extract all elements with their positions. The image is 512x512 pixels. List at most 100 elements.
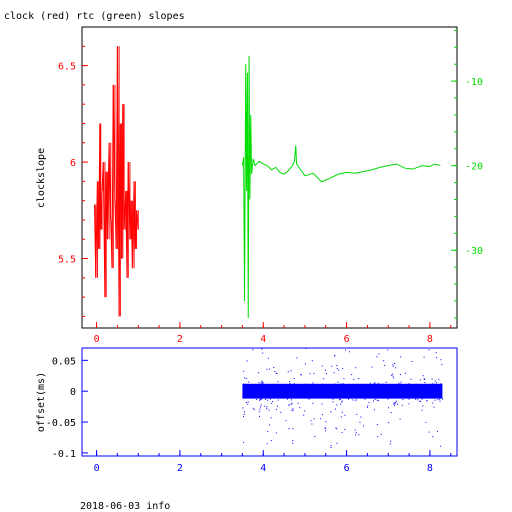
offset-x-tick-label: 6: [344, 463, 350, 474]
offset-point: [276, 405, 278, 407]
offset-point: [274, 370, 276, 372]
slope-y-axis-label: clockslope: [36, 148, 47, 208]
offset-point: [393, 377, 395, 379]
offset-point: [372, 400, 374, 402]
offset-point: [391, 374, 393, 376]
offset-point: [293, 383, 295, 385]
offset-point: [358, 378, 360, 380]
offset-point: [325, 421, 327, 423]
offset-point: [340, 383, 342, 385]
offset-point: [348, 351, 350, 353]
offset-point: [428, 431, 430, 433]
offset-point: [356, 383, 358, 385]
offset-point: [336, 368, 338, 370]
offset-point: [270, 439, 272, 441]
offset-point: [309, 373, 311, 375]
offset-point: [324, 427, 326, 429]
offset-point: [341, 401, 343, 403]
offset-point: [321, 383, 323, 385]
offset-point: [323, 378, 325, 380]
offset-point: [360, 416, 362, 418]
offset-point: [272, 400, 274, 402]
offset-point: [421, 398, 423, 400]
offset-point: [304, 363, 306, 365]
offset-point: [276, 372, 278, 374]
offset-point: [395, 401, 397, 403]
offset-point: [292, 442, 294, 444]
offset-point: [440, 445, 442, 447]
offset-point: [437, 399, 439, 401]
offset-point: [423, 378, 425, 380]
offset-point: [379, 383, 381, 385]
offset-point: [387, 398, 389, 400]
offset-point: [290, 370, 292, 372]
offset-point: [266, 406, 268, 408]
offset-point: [267, 431, 269, 433]
offset-point: [394, 362, 396, 364]
offset-point: [252, 349, 254, 351]
slope-y2-tick-label: -20: [465, 162, 483, 173]
offset-point: [256, 399, 258, 401]
offset-point: [321, 365, 323, 367]
offset-point: [435, 352, 437, 354]
offset-point: [291, 409, 293, 411]
offset-x-tick-label: 8: [427, 463, 433, 474]
offset-point: [369, 382, 371, 384]
offset-point: [288, 381, 290, 383]
offset-point: [242, 415, 244, 417]
offset-point: [399, 383, 401, 385]
offset-point: [399, 374, 401, 376]
slope-y2-tick-label: -30: [465, 246, 483, 257]
offset-point: [325, 373, 327, 375]
slope-y-tick-label: 5.5: [58, 255, 76, 266]
offset-point: [363, 425, 365, 427]
offset-point: [331, 365, 333, 367]
offset-point: [338, 369, 340, 371]
offset-point: [438, 378, 440, 380]
offset-point: [310, 420, 312, 422]
offset-point: [242, 407, 244, 409]
offset-point: [262, 352, 264, 354]
offset-point: [292, 428, 294, 430]
offset-point: [395, 367, 397, 369]
offset-point: [400, 356, 402, 358]
offset-point: [300, 374, 302, 376]
offset-point: [416, 383, 418, 385]
footer-label: 2018-06-03 info: [80, 501, 170, 512]
offset-point: [359, 421, 361, 423]
offset-point: [432, 383, 434, 385]
offset-point: [247, 403, 249, 405]
offset-point: [375, 383, 377, 385]
offset-point: [314, 435, 316, 437]
offset-point: [292, 408, 294, 410]
chart-title: clock (red) rtc (green) slopes: [4, 11, 185, 22]
offset-point: [258, 382, 260, 384]
offset-point: [355, 367, 357, 369]
offset-point: [334, 355, 336, 357]
offset-point: [392, 375, 394, 377]
offset-y-tick-label: -0.1: [52, 449, 76, 460]
offset-point: [246, 401, 248, 403]
offset-point: [312, 402, 314, 404]
offset-point: [374, 382, 376, 384]
offset-point: [304, 383, 306, 385]
offset-point: [398, 382, 400, 384]
offset-point: [353, 379, 355, 381]
offset-point: [394, 403, 396, 405]
offset-point: [439, 398, 441, 400]
offset-point: [259, 415, 261, 417]
offset-point: [337, 381, 339, 383]
offset-point: [260, 382, 262, 384]
offset-point: [322, 414, 324, 416]
offset-point: [336, 404, 338, 406]
offset-point: [422, 375, 424, 377]
offset-point: [376, 424, 378, 426]
offset-point: [335, 427, 337, 429]
offset-point: [415, 398, 417, 400]
offset-point: [297, 402, 299, 404]
offset-point: [330, 445, 332, 447]
offset-point: [334, 408, 336, 410]
offset-point: [291, 403, 293, 405]
offset-point: [392, 365, 394, 367]
offset-point: [260, 398, 262, 400]
